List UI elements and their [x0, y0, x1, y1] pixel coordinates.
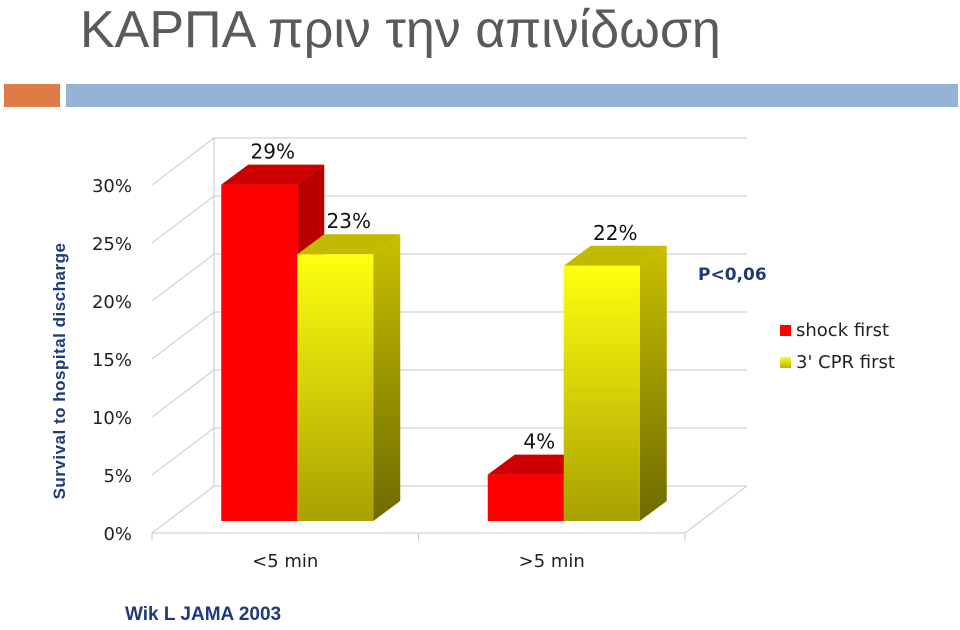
data-label: 29%: [251, 140, 295, 164]
gridline-diagonal: [151, 311, 215, 360]
data-label: 22%: [593, 221, 637, 245]
bar: [487, 474, 564, 521]
gridline-diagonal: [151, 369, 215, 418]
floor-edge: [684, 485, 748, 534]
p-value-annotation: P<0,06: [698, 265, 767, 285]
y-tick-label: 10%: [92, 408, 132, 429]
gridline-diagonal: [151, 427, 215, 476]
bar-side: [639, 245, 667, 522]
bar: [221, 184, 298, 521]
y-tick-label: 15%: [92, 350, 132, 371]
data-label: 23%: [327, 209, 371, 233]
bar-top: [221, 164, 325, 185]
bar: [297, 254, 374, 521]
y-tick-label: 30%: [92, 176, 132, 197]
bar-side: [373, 234, 401, 521]
gridline-diagonal: [151, 137, 215, 186]
legend-swatch: [780, 325, 791, 336]
legend-label: shock first: [796, 320, 889, 341]
bar: [563, 265, 640, 521]
bar-top: [563, 245, 667, 266]
gridline-diagonal: [151, 485, 215, 534]
legend-swatch: [780, 357, 791, 368]
slide-title: ΚΑΡΠΑ πριν την απινίδωση: [80, 1, 721, 59]
gridline-diagonal: [151, 195, 215, 244]
x-tick-label: >5 min: [519, 551, 585, 572]
y-tick-label: 0%: [103, 524, 132, 545]
legend-label: 3' CPR first: [796, 352, 895, 373]
data-label: 4%: [523, 430, 555, 454]
y-axis-label: Survival to hospital discharge: [50, 242, 69, 500]
accent-bar-blue: [66, 84, 958, 107]
bar-top: [297, 234, 401, 255]
accent-bar-orange: [4, 84, 60, 107]
y-tick-label: 25%: [92, 234, 132, 255]
citation: Wik L JAMA 2003: [125, 604, 282, 625]
y-tick-label: 20%: [92, 292, 132, 313]
x-tick-label: <5 min: [252, 551, 318, 572]
gridline-diagonal: [151, 253, 215, 302]
y-tick-label: 5%: [103, 466, 132, 487]
